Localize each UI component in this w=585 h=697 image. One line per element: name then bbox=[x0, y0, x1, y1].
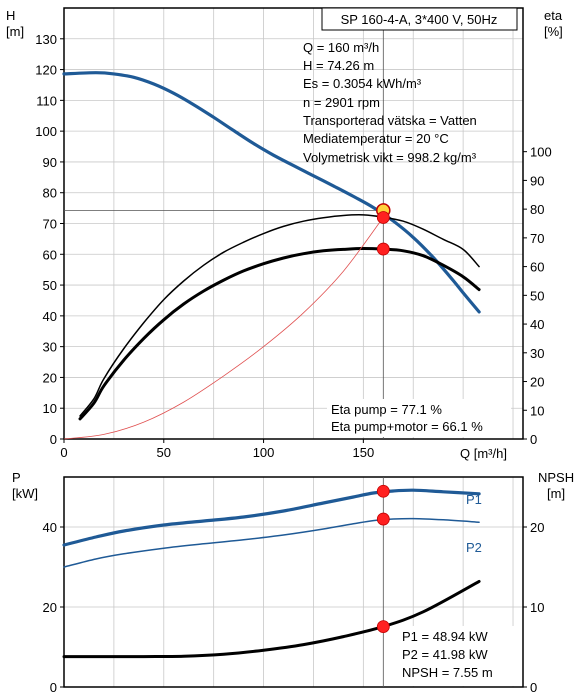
right-tick-label: 40 bbox=[530, 317, 544, 332]
top-curves bbox=[62, 8, 481, 440]
curve-eta_pump bbox=[79, 214, 480, 417]
left-tick-label: 10 bbox=[43, 401, 57, 416]
left-tick-label: 90 bbox=[43, 155, 57, 170]
right-tick-label: 90 bbox=[530, 173, 544, 188]
efficiency-readout-box bbox=[327, 399, 511, 437]
info-head: H = 74.26 m bbox=[303, 58, 374, 73]
chart-title: SP 160-4-A, 3*400 V, 50Hz bbox=[341, 12, 498, 27]
top-left-axis-unit: [m] bbox=[6, 24, 24, 39]
left-tick-label: 0 bbox=[50, 432, 57, 447]
right-tick-label: 50 bbox=[530, 288, 544, 303]
right-tick-label: 20 bbox=[530, 375, 544, 390]
bottom-left-axis-label: P bbox=[12, 470, 21, 485]
left-tick-label: 0 bbox=[50, 680, 57, 695]
power-readout-box bbox=[398, 626, 518, 686]
left-tick-label: 130 bbox=[35, 32, 57, 47]
x-tick-label: 150 bbox=[352, 445, 374, 460]
bottom-curves bbox=[62, 477, 481, 687]
left-tick-label: 60 bbox=[43, 247, 57, 262]
duty-info-panel: Q = 160 m³/h H = 74.26 m Es = 0.3054 kWh… bbox=[303, 40, 477, 165]
bottom-ticks: 0 20 40 0 10 20 bbox=[43, 520, 545, 695]
left-tick-label: 110 bbox=[36, 93, 57, 108]
eta-pump-readout: Eta pump = 77.1 % bbox=[331, 402, 442, 417]
right-tick-label: 0 bbox=[530, 432, 537, 447]
p1-readout: P1 = 48.94 kW bbox=[402, 629, 488, 644]
left-tick-label: 80 bbox=[43, 186, 57, 201]
left-tick-label: 30 bbox=[43, 340, 57, 355]
bottom-right-axis-unit: [m] bbox=[547, 486, 565, 501]
x-tick-label: 100 bbox=[253, 445, 275, 460]
operating-point-marker bbox=[376, 620, 390, 633]
info-energy: Es = 0.3054 kWh/m³ bbox=[303, 76, 422, 91]
info-speed: n = 2901 rpm bbox=[303, 95, 380, 110]
top-right-axis-unit: [%] bbox=[544, 24, 563, 39]
info-flow: Q = 160 m³/h bbox=[303, 40, 379, 55]
right-tick-label: 100 bbox=[530, 145, 552, 160]
p2-curve-label: P2 bbox=[466, 540, 482, 555]
x-tick-label: 0 bbox=[60, 445, 67, 460]
eta-total-readout: Eta pump+motor = 66.1 % bbox=[331, 419, 483, 434]
top-right-axis-label: eta bbox=[544, 8, 563, 23]
right-tick-label: 70 bbox=[530, 231, 544, 246]
x-tick-label: 50 bbox=[157, 445, 171, 460]
operating-point-marker bbox=[376, 512, 390, 526]
top-markers bbox=[376, 203, 391, 256]
left-tick-label: 120 bbox=[35, 63, 57, 78]
top-left-axis-label: H bbox=[6, 8, 15, 23]
bottom-left-axis-unit: [kW] bbox=[12, 486, 38, 501]
curve-head bbox=[62, 71, 481, 314]
left-tick-label: 20 bbox=[43, 370, 57, 385]
left-tick-label: 70 bbox=[43, 217, 57, 232]
info-density: Volymetrisk vikt = 998.2 kg/m³ bbox=[303, 150, 477, 165]
bottom-markers bbox=[376, 484, 390, 633]
left-tick-label: 20 bbox=[43, 600, 57, 615]
bottom-plot-frame bbox=[63, 476, 524, 688]
curve-system bbox=[63, 216, 384, 440]
top-grid bbox=[64, 8, 523, 439]
x-axis-label: Q [m³/h] bbox=[460, 446, 507, 461]
right-tick-label: 80 bbox=[530, 202, 544, 217]
right-tick-label: 0 bbox=[530, 680, 537, 695]
curve-p2 bbox=[63, 517, 480, 568]
info-liquid: Transporterad vätska = Vatten bbox=[303, 113, 477, 128]
title-box bbox=[321, 7, 518, 31]
operating-point-marker bbox=[376, 484, 390, 498]
left-tick-label: 40 bbox=[43, 520, 57, 535]
left-tick-label: 100 bbox=[35, 124, 57, 139]
left-tick-label: 40 bbox=[43, 309, 57, 324]
curve-p1 bbox=[62, 488, 481, 547]
right-tick-label: 20 bbox=[530, 520, 544, 535]
left-tick-label: 50 bbox=[43, 278, 57, 293]
right-tick-label: 10 bbox=[530, 403, 544, 418]
operating-point-marker bbox=[376, 211, 390, 224]
npsh-readout: NPSH = 7.55 m bbox=[402, 665, 493, 680]
right-tick-label: 60 bbox=[530, 260, 544, 275]
curve-eta_total bbox=[78, 247, 481, 421]
bottom-grid bbox=[64, 477, 523, 687]
right-tick-label: 10 bbox=[530, 600, 544, 615]
p2-readout: P2 = 41.98 kW bbox=[402, 647, 488, 662]
p1-curve-label: P1 bbox=[466, 492, 482, 507]
operating-point-marker bbox=[376, 242, 390, 256]
right-tick-label: 30 bbox=[530, 346, 544, 361]
info-temperature: Mediatemperatur = 20 °C bbox=[303, 131, 449, 146]
bottom-right-axis-label: NPSH bbox=[538, 470, 574, 485]
top-ticks: 0 10 20 30 40 50 60 70 80 90 100 110 120 130 0 10 20 30 40… bbox=[35, 32, 551, 460]
curve-npsh bbox=[62, 579, 481, 659]
